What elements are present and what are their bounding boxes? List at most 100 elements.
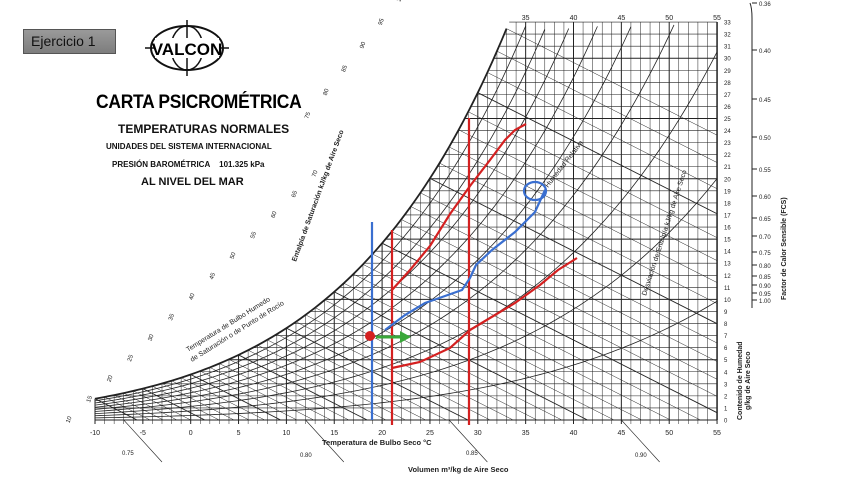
shf-tick-label: 0.65 bbox=[759, 217, 771, 223]
shf-tick-label: 0.80 bbox=[759, 264, 771, 270]
relative-humidity-curve bbox=[94, 25, 527, 402]
humidity-tick-label: 8 bbox=[724, 322, 728, 328]
wet-bulb-line bbox=[381, 242, 718, 414]
volume-tick-label: 0.90 bbox=[635, 453, 647, 459]
wet-bulb-line bbox=[324, 299, 562, 421]
wet-bulb-line bbox=[487, 72, 718, 189]
humidity-tick-label: 17 bbox=[724, 213, 731, 219]
wet-bulb-line bbox=[238, 354, 368, 421]
exercise-1-button[interactable]: Ejercicio 1 bbox=[23, 29, 116, 54]
wet-bulb-line bbox=[228, 359, 349, 421]
enthalpy-tick-label: 65 bbox=[291, 190, 299, 199]
chart-subtitle: TEMPERATURAS NORMALES bbox=[118, 122, 290, 136]
shf-tick-label: 0.90 bbox=[759, 284, 771, 290]
dry-bulb-tick-label: 5 bbox=[237, 430, 241, 437]
enthalpy-tick-label: 10 bbox=[66, 415, 74, 424]
wet-bulb-line bbox=[305, 314, 514, 421]
enthalpy-tick-label: 85 bbox=[341, 64, 349, 73]
shf-tick-label: 0.45 bbox=[759, 98, 771, 104]
shf-tick-label: 0.95 bbox=[759, 292, 771, 298]
wet-bulb-line bbox=[372, 253, 701, 421]
wet-bulb-line bbox=[496, 50, 718, 163]
wet-bulb-line bbox=[248, 349, 387, 421]
volume-tick-label: 0.80 bbox=[300, 453, 312, 459]
volume-tick-line bbox=[621, 419, 660, 463]
humidity-tick-label: 9 bbox=[724, 310, 728, 316]
enthalpy-tick-label: 20 bbox=[107, 374, 115, 383]
relative-humidity-curve bbox=[94, 178, 718, 417]
humidity-tick-label: 6 bbox=[724, 346, 728, 352]
enthalpy-tick-label: 95 bbox=[378, 17, 386, 26]
enthalpy-axis-label: Entalpía de Saturación kJ/kg de Aire Sec… bbox=[291, 129, 345, 262]
enthalpy-tick-label: 75 bbox=[304, 111, 312, 120]
humidity-tick-label: 11 bbox=[724, 286, 731, 292]
red-upper-curve bbox=[391, 123, 527, 291]
shf-tick-label: 0.70 bbox=[759, 235, 771, 241]
humidity-tick-label: 14 bbox=[724, 250, 731, 256]
blue-process-curve bbox=[384, 189, 547, 331]
humidity-tick-label: 25 bbox=[724, 117, 731, 123]
wet-bulb-line bbox=[401, 219, 718, 380]
wet-bulb-line bbox=[267, 339, 426, 421]
enthalpy-tick-label: 45 bbox=[209, 272, 217, 281]
wet-bulb-line bbox=[276, 333, 447, 421]
humidity-axis-label: Contenido de Humedad bbox=[737, 341, 744, 420]
relative-humidity-curve bbox=[94, 300, 718, 419]
wet-bulb-line bbox=[448, 146, 718, 283]
shf-tick-label: 1.00 bbox=[759, 299, 771, 305]
units-label: UNIDADES DEL SISTEMA INTERNACIONAL bbox=[106, 142, 272, 151]
volume-tick-label: 0.85 bbox=[466, 451, 478, 457]
shf-tick-label: 0.55 bbox=[759, 168, 771, 174]
wet-bulb-line bbox=[152, 385, 220, 421]
sea-level-label: AL NIVEL DEL MAR bbox=[141, 176, 244, 188]
wet-bulb-line bbox=[353, 273, 642, 421]
humidity-tick-label: 10 bbox=[724, 298, 731, 304]
humidity-tick-label: 23 bbox=[724, 141, 731, 147]
humidity-tick-label: 13 bbox=[724, 262, 731, 268]
wet-bulb-line bbox=[219, 363, 332, 421]
shf-tick-label: 0.40 bbox=[759, 49, 771, 55]
humidity-tick-label: 26 bbox=[724, 105, 731, 111]
shf-tick-label: 0.36 bbox=[759, 2, 771, 8]
humidity-tick-label: 1 bbox=[724, 406, 728, 412]
humidity-tick-label: 3 bbox=[724, 382, 728, 388]
shf-tick-label: 0.50 bbox=[759, 136, 771, 142]
enthalpy-tick-label: 60 bbox=[271, 210, 279, 219]
blue-circle-marker bbox=[522, 180, 548, 202]
dry-bulb-tick-label: 55 bbox=[713, 430, 721, 437]
dry-bulb-tick-label: 45 bbox=[617, 430, 625, 437]
wet-bulb-line bbox=[458, 129, 718, 261]
humidity-tick-label: 27 bbox=[724, 93, 731, 99]
dry-bulb-tick-label: 0 bbox=[189, 430, 193, 437]
humidity-tick-label: 18 bbox=[724, 201, 731, 207]
humidity-tick-label: 21 bbox=[724, 165, 731, 171]
wet-bulb-line bbox=[334, 291, 588, 421]
annotations bbox=[365, 118, 578, 425]
humidity-tick-label: 15 bbox=[724, 238, 731, 244]
humidity-tick-label: 0 bbox=[724, 419, 728, 425]
shf-scale-line bbox=[749, 2, 753, 308]
dry-bulb-axis-label: Temperatura de Bulbo Seco °C bbox=[322, 438, 432, 447]
humidity-tick-label: 30 bbox=[724, 57, 731, 63]
shf-tick-label: 0.60 bbox=[759, 195, 771, 201]
top-tick-label: 40 bbox=[570, 15, 578, 22]
dry-bulb-tick-label: 10 bbox=[283, 430, 291, 437]
wet-bulb-line bbox=[362, 264, 671, 421]
volume-tick-line bbox=[305, 419, 345, 463]
pressure-name: PRESIÓN BAROMÉTRICA bbox=[112, 160, 211, 169]
enthalpy-tick-label: 50 bbox=[230, 251, 238, 260]
humidity-tick-label: 7 bbox=[724, 334, 728, 340]
top-tick-label: 45 bbox=[617, 15, 625, 22]
humidity-tick-label: 16 bbox=[724, 226, 731, 232]
wet-bulb-line bbox=[314, 307, 538, 421]
enthalpy-tick-label: 15 bbox=[86, 395, 94, 404]
humidity-tick-label: 20 bbox=[724, 177, 731, 183]
dry-bulb-tick-label: -10 bbox=[90, 430, 100, 437]
enthalpy-tick-label: 40 bbox=[189, 292, 197, 301]
wet-bulb-line bbox=[410, 206, 718, 362]
volume-tick-line bbox=[448, 419, 488, 463]
wet-bulb-line bbox=[439, 162, 718, 304]
relative-humidity-curve bbox=[94, 26, 598, 408]
enthalpy-tick-label: 70 bbox=[312, 169, 320, 178]
